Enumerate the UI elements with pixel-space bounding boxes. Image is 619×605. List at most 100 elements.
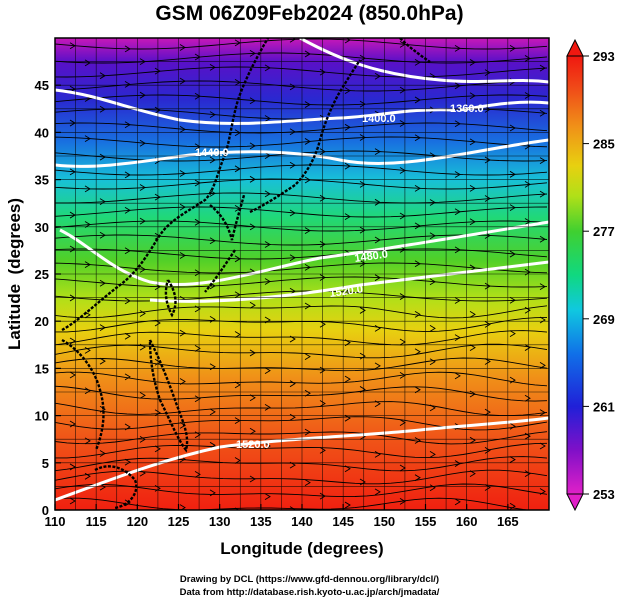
streamline-arrow (69, 371, 76, 379)
streamline-arrow (69, 211, 76, 219)
y-tick-label: 30 (35, 220, 49, 235)
streamline-arrow (454, 171, 461, 178)
streamline-arrow (469, 344, 476, 352)
streamline-arrow (509, 204, 516, 212)
contour-label-1480: 1480.0 (354, 248, 389, 265)
streamline-arrow (414, 58, 421, 66)
streamline-arrow (414, 260, 421, 268)
x-tick-label: 125 (168, 514, 190, 529)
streamline-arrow (179, 77, 186, 85)
streamline-arrow (194, 395, 201, 403)
coast-china (61, 38, 270, 332)
coast-kamchatka (399, 38, 431, 63)
streamline-arrow (359, 260, 366, 267)
streamline-arrow (539, 190, 546, 198)
x-tick-label: 130 (209, 514, 231, 529)
contour-labels: 1360.0 1400.0 1440.0 1480.0 1520.0 1520.… (195, 103, 484, 451)
colorbar: 253 261 269 277 285 293 (566, 38, 615, 512)
streamline-arrow (539, 157, 546, 165)
streamline-arrow (124, 45, 131, 53)
streamline-arrow (139, 343, 146, 351)
streamline-arrow (414, 311, 421, 318)
streamline-arrow (289, 335, 296, 343)
x-axis-ticks: 110 115 120 125 130 135 140 145 150 155 160 165 (45, 504, 519, 529)
streamline-arrow (454, 120, 461, 128)
streamline-arrow (509, 250, 516, 258)
streamline-arrow (359, 307, 366, 314)
streamline-arrow (509, 124, 516, 132)
streamline-arrow (304, 263, 311, 271)
streamline-arrow (209, 441, 216, 449)
streamline-arrow (319, 148, 326, 155)
streamline-arrow (139, 392, 146, 399)
streamline-arrow (454, 372, 461, 380)
streamline-arrow (99, 153, 106, 161)
streamline-arrow (304, 389, 311, 397)
streamline (55, 136, 548, 148)
streamline-arrow (374, 488, 381, 496)
streamline-arrow (84, 311, 91, 319)
streamline-arrow (249, 349, 256, 357)
streamline-arrow (289, 128, 296, 136)
streamline-arrow (509, 170, 516, 178)
x-tick-label: 165 (497, 514, 519, 529)
x-axis-label: Longitude (degrees) (220, 539, 383, 558)
streamline-arrow (139, 310, 146, 317)
streamline-arrow (454, 82, 461, 90)
streamline-arrow (209, 237, 216, 245)
colorbar-tick-label: 285 (593, 137, 615, 152)
x-tick-label: 140 (291, 514, 313, 529)
streamline-arrow (469, 59, 476, 66)
colorbar-bottom-arrow (566, 493, 584, 512)
streamline-arrow (249, 301, 256, 309)
streamline-arrow (194, 269, 201, 277)
streamline-arrow (154, 283, 161, 291)
y-tick-label: 15 (35, 361, 49, 376)
streamline-arrow (124, 171, 131, 179)
streamline-arrow (209, 156, 216, 164)
streamline-arrow (374, 400, 381, 408)
streamline-arrow (99, 405, 106, 413)
streamline-arrow (414, 134, 421, 142)
streamline-arrow (69, 463, 76, 471)
streamline-arrow (84, 59, 91, 67)
streamline-arrow (154, 106, 161, 114)
streamline-arrow (359, 54, 366, 62)
streamline-arrow (484, 69, 491, 76)
x-tick-label: 155 (415, 514, 437, 529)
streamline-arrow (429, 199, 436, 206)
streamline-arrow (139, 139, 146, 147)
streamline-arrow (524, 470, 531, 477)
streamline-arrow (509, 44, 516, 52)
streamline-arrow (249, 97, 256, 105)
streamline-arrow (539, 283, 546, 291)
streamline-arrow (84, 261, 91, 269)
coast-philippines (148, 339, 189, 453)
streamline-arrow (414, 348, 421, 356)
streamline-arrow (359, 134, 366, 141)
y-tick-label: 40 (35, 125, 49, 140)
colorbar-tick-label: 293 (593, 49, 615, 64)
streamline-arrow (124, 81, 131, 88)
streamline-arrow (124, 247, 131, 255)
coast-taiwan (164, 279, 177, 318)
streamline (55, 456, 548, 472)
contour-1520a (149, 260, 549, 303)
streamline-arrow (264, 152, 271, 159)
streamline-arrow (454, 297, 461, 304)
streamline-arrow (304, 302, 311, 310)
streamline-arrow (319, 446, 326, 454)
streamline-arrow (304, 101, 311, 108)
streamline (55, 330, 548, 346)
streamline-arrow (319, 320, 326, 328)
credits: Drawing by DCL (https://www.gfd-dennou.o… (0, 573, 619, 599)
streamline-arrow (99, 324, 106, 331)
streamline-arrow (469, 185, 476, 192)
streamline-arrow (429, 450, 436, 458)
contour-label-1360: 1360.0 (450, 103, 484, 115)
colorbar-tick-label: 253 (593, 487, 615, 502)
contour-label-1440: 1440.0 (195, 147, 229, 159)
y-tick-label: 45 (35, 78, 49, 93)
streamline-arrow (194, 471, 201, 478)
streamline-arrow (319, 194, 326, 202)
